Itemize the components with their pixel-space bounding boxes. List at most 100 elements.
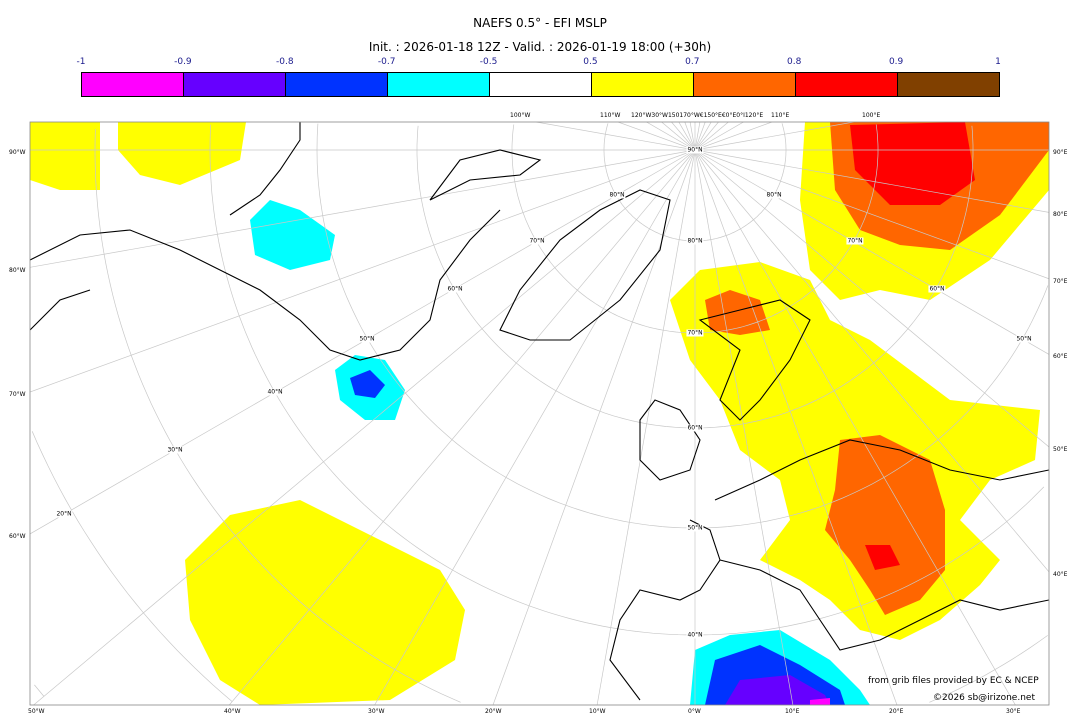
latitude-label: 60°N — [686, 424, 704, 432]
latitude-label: 40°N — [686, 631, 704, 639]
colorbar-tick: 0.9 — [888, 57, 904, 67]
meridian — [229, 149, 696, 705]
meridian — [671, 122, 696, 151]
parallel — [34, 684, 45, 697]
parallel — [209, 124, 1045, 636]
axis-label-right: 90°E — [1053, 149, 1068, 156]
meridian — [646, 122, 696, 151]
colorbar — [81, 72, 1000, 97]
meridian — [536, 122, 696, 151]
meridian — [694, 122, 719, 151]
axis-label-top: 120°W30°W150170°W€150°E€0°E0°I120°E — [631, 112, 764, 119]
map-frame — [29, 121, 1050, 706]
colorbar-bin — [82, 73, 184, 96]
colorbar-tick: -0.8 — [275, 57, 294, 67]
meridian — [30, 149, 696, 268]
meridian — [694, 149, 898, 705]
meridian — [694, 122, 729, 151]
map-subtitle: Init. : 2026-01-18 12Z - Valid. : 2026-0… — [368, 40, 712, 54]
axis-label-right: 40°E — [1053, 571, 1068, 578]
meridian — [694, 149, 794, 705]
colorbar-tick: 1 — [995, 57, 1001, 67]
axis-label-right: 80°E — [1053, 211, 1068, 218]
latitude-label: 80°N — [765, 191, 783, 199]
parallel — [94, 129, 1048, 703]
coastlines — [30, 122, 1049, 701]
axis-label-bottom: 30°E — [1006, 708, 1021, 715]
meridian — [684, 122, 696, 151]
axis-label-left: 90°W — [9, 149, 26, 156]
colorbar-bin — [796, 73, 898, 96]
meridian — [678, 122, 696, 151]
colorbar-bin — [898, 73, 999, 96]
colorbar-bin — [388, 73, 490, 96]
latitude-label: 80°N — [608, 191, 626, 199]
meridian — [694, 122, 773, 151]
meridian — [694, 122, 706, 151]
parallel — [416, 125, 974, 429]
axis-label-right: 70°E — [1053, 278, 1068, 285]
colorbar-tick: -0.9 — [174, 57, 192, 67]
latitude-label: 70°N — [686, 329, 704, 337]
meridian — [661, 122, 696, 151]
axis-label-bottom: 50°W — [28, 708, 45, 715]
colorbar-tick: -0.5 — [479, 57, 498, 67]
axis-label-right: 60°E — [1053, 353, 1068, 360]
source-credit: from grib files provided by EC & NCEP — [868, 676, 1039, 686]
latitude-label: 60°N — [446, 285, 464, 293]
axis-label-left: 80°W — [9, 267, 26, 274]
meridian — [33, 149, 696, 705]
meridian — [694, 149, 1049, 573]
colorbar-tick: 0.7 — [685, 57, 700, 67]
colorbar-bin — [592, 73, 694, 96]
colorbar-bin — [490, 73, 592, 96]
axis-label-left: 70°W — [9, 391, 26, 398]
meridian — [694, 149, 1049, 355]
latitude-label: 30°N — [166, 446, 184, 454]
axis-label-top: 100°E — [862, 112, 881, 119]
copyright: ©2026 sb@irizone.net — [933, 693, 1035, 703]
axis-label-bottom: 30°W — [368, 708, 385, 715]
latitude-label: 20°N — [55, 510, 73, 518]
latitude-label: 50°N — [358, 335, 376, 343]
meridian — [694, 149, 1016, 705]
colorbar-bin — [286, 73, 388, 96]
axis-label-top: 110°E — [771, 112, 790, 119]
colorbar-bin — [694, 73, 796, 96]
latitude-label: 80°N — [686, 237, 704, 245]
meridian — [694, 122, 701, 151]
meridian — [30, 149, 696, 393]
meridian — [694, 149, 1049, 448]
efi-field-negative — [250, 200, 870, 705]
parallel — [511, 124, 879, 334]
axis-label-left: 60°W — [9, 533, 26, 540]
parallel — [603, 123, 787, 242]
axis-label-bottom: 10°W — [589, 708, 606, 715]
meridian — [694, 149, 1049, 213]
axis-label-top: 100°W — [510, 112, 531, 119]
axis-label-right: 50°E — [1053, 446, 1068, 453]
axis-label-bottom: 0°W — [688, 708, 701, 715]
meridian — [694, 122, 854, 151]
axis-label-bottom: 40°W — [224, 708, 241, 715]
latitude-label: 50°N — [1015, 335, 1033, 343]
axis-label-bottom: 10°E — [785, 708, 800, 715]
map-title: NAEFS 0.5° - EFI MSLP — [473, 16, 607, 30]
meridian — [617, 122, 696, 151]
latitude-label: 70°N — [846, 237, 864, 245]
axis-label-bottom: 20°E — [889, 708, 904, 715]
latitude-label: 50°N — [686, 524, 704, 532]
parallel — [316, 123, 1049, 529]
efi-field-positive — [30, 122, 1049, 705]
colorbar-tick: 0.5 — [583, 57, 598, 67]
axis-label-top: 110°W — [600, 112, 621, 119]
meridian — [374, 149, 696, 705]
colorbar-tick: -1 — [76, 57, 86, 67]
graticule — [30, 122, 1049, 705]
latitude-label: 60°N — [928, 285, 946, 293]
latitude-label: 90°N — [686, 146, 704, 154]
meridian — [694, 122, 712, 151]
colorbar-bin — [184, 73, 286, 96]
meridian — [689, 122, 696, 151]
